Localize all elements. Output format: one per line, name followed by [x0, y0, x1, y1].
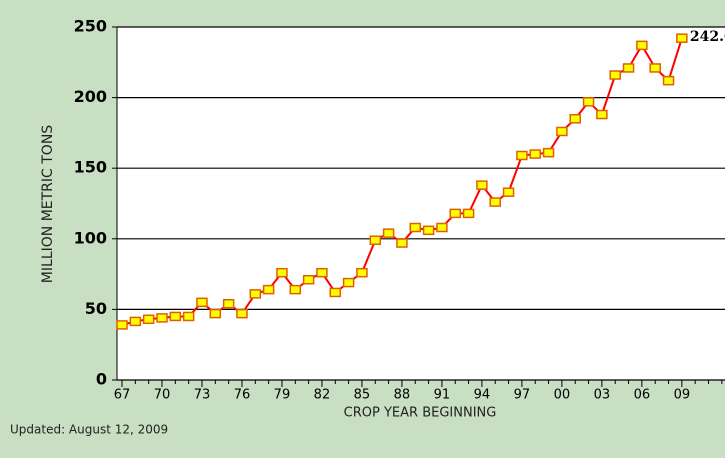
data-marker [116, 320, 128, 330]
x-tick-label: 09 [674, 388, 691, 403]
data-marker [462, 208, 475, 219]
data-marker [516, 150, 528, 161]
data-marker [302, 274, 315, 285]
data-marker [129, 316, 142, 327]
data-marker [529, 149, 541, 159]
y-tick-label: 50 [85, 299, 107, 318]
x-tick-label: 79 [274, 388, 291, 403]
x-tick-label: 97 [514, 388, 531, 403]
y-tick-label: 200 [74, 87, 107, 106]
data-marker [276, 267, 288, 278]
data-marker [316, 267, 328, 278]
plot-area [116, 26, 725, 381]
x-tick-label: 76 [234, 388, 251, 403]
data-marker [569, 114, 581, 124]
data-marker [142, 314, 155, 325]
data-marker [222, 299, 235, 309]
x-tick-label: 06 [634, 388, 651, 403]
data-marker [582, 97, 595, 107]
data-marker [436, 222, 448, 233]
data-marker [662, 75, 675, 86]
data-marker [409, 222, 422, 233]
data-marker [476, 180, 488, 190]
x-tick-label: 94 [474, 388, 491, 403]
y-axis-label: MILLION METRIC TONS [40, 125, 56, 283]
x-tick-label: 82 [314, 388, 331, 403]
y-tick-label: 0 [96, 370, 107, 389]
data-marker [182, 311, 195, 322]
data-marker [502, 187, 515, 197]
data-marker [422, 225, 435, 236]
data-marker [329, 287, 342, 298]
data-marker [156, 313, 168, 323]
data-marker [649, 63, 661, 73]
y-tick-label: 100 [74, 228, 107, 247]
x-tick-label: 88 [394, 388, 411, 403]
data-marker [556, 126, 568, 137]
data-marker [262, 284, 275, 295]
x-tick-label: 73 [194, 388, 211, 403]
data-marker [369, 235, 382, 245]
data-marker [676, 33, 688, 43]
data-marker [342, 277, 355, 288]
x-tick-label: 70 [154, 388, 171, 403]
x-tick-label: 67 [114, 388, 131, 403]
value-label: 242.07 [690, 29, 725, 45]
x-tick-label: 91 [434, 388, 451, 403]
data-marker [396, 238, 408, 248]
data-marker [489, 197, 501, 207]
data-marker [622, 63, 635, 73]
x-tick-label: 03 [594, 388, 611, 403]
data-marker [596, 109, 608, 120]
y-tick-label: 150 [74, 158, 107, 177]
update-note: Updated: August 12, 2009 [10, 423, 168, 437]
data-marker [542, 147, 555, 158]
data-marker [382, 228, 395, 238]
data-marker [209, 308, 222, 319]
data-marker [609, 70, 621, 80]
data-marker [236, 308, 248, 319]
y-tick-label: 250 [74, 17, 107, 36]
data-marker [356, 267, 368, 278]
x-axis-label: CROP YEAR BEGINNING [344, 406, 497, 421]
data-marker [449, 208, 461, 219]
data-marker [289, 284, 302, 295]
data-marker [636, 40, 648, 51]
data-marker [249, 289, 262, 299]
data-marker [196, 297, 208, 308]
x-tick-label: 85 [354, 388, 371, 403]
data-marker [169, 311, 182, 322]
x-tick-label: 00 [554, 388, 571, 403]
